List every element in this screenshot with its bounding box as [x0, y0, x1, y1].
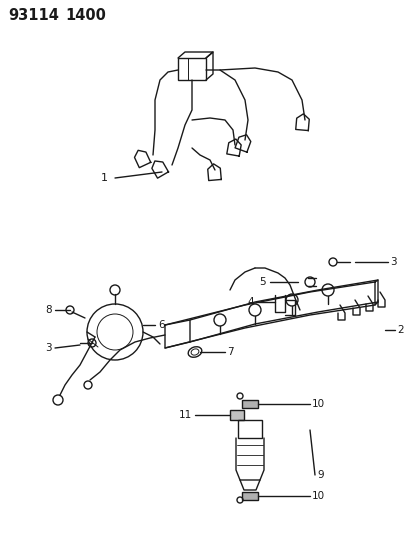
Bar [230, 410, 243, 420]
Text: 2: 2 [396, 325, 403, 335]
Text: 93114: 93114 [8, 8, 59, 23]
Text: 5: 5 [259, 277, 266, 287]
Text: 9: 9 [316, 470, 323, 480]
Text: 3: 3 [389, 257, 396, 267]
Text: 10: 10 [311, 399, 324, 409]
Text: 10: 10 [311, 491, 324, 501]
Bar [237, 420, 261, 438]
Text: 1: 1 [101, 173, 108, 183]
Text: 3: 3 [45, 343, 52, 353]
Bar [242, 492, 257, 500]
Text: 6: 6 [158, 320, 164, 330]
Bar [242, 400, 257, 408]
Text: 11: 11 [178, 410, 192, 420]
Bar [178, 58, 206, 80]
Text: 1400: 1400 [65, 8, 106, 23]
Text: 8: 8 [45, 305, 52, 315]
Text: 4: 4 [247, 297, 254, 307]
Text: 7: 7 [226, 347, 233, 357]
